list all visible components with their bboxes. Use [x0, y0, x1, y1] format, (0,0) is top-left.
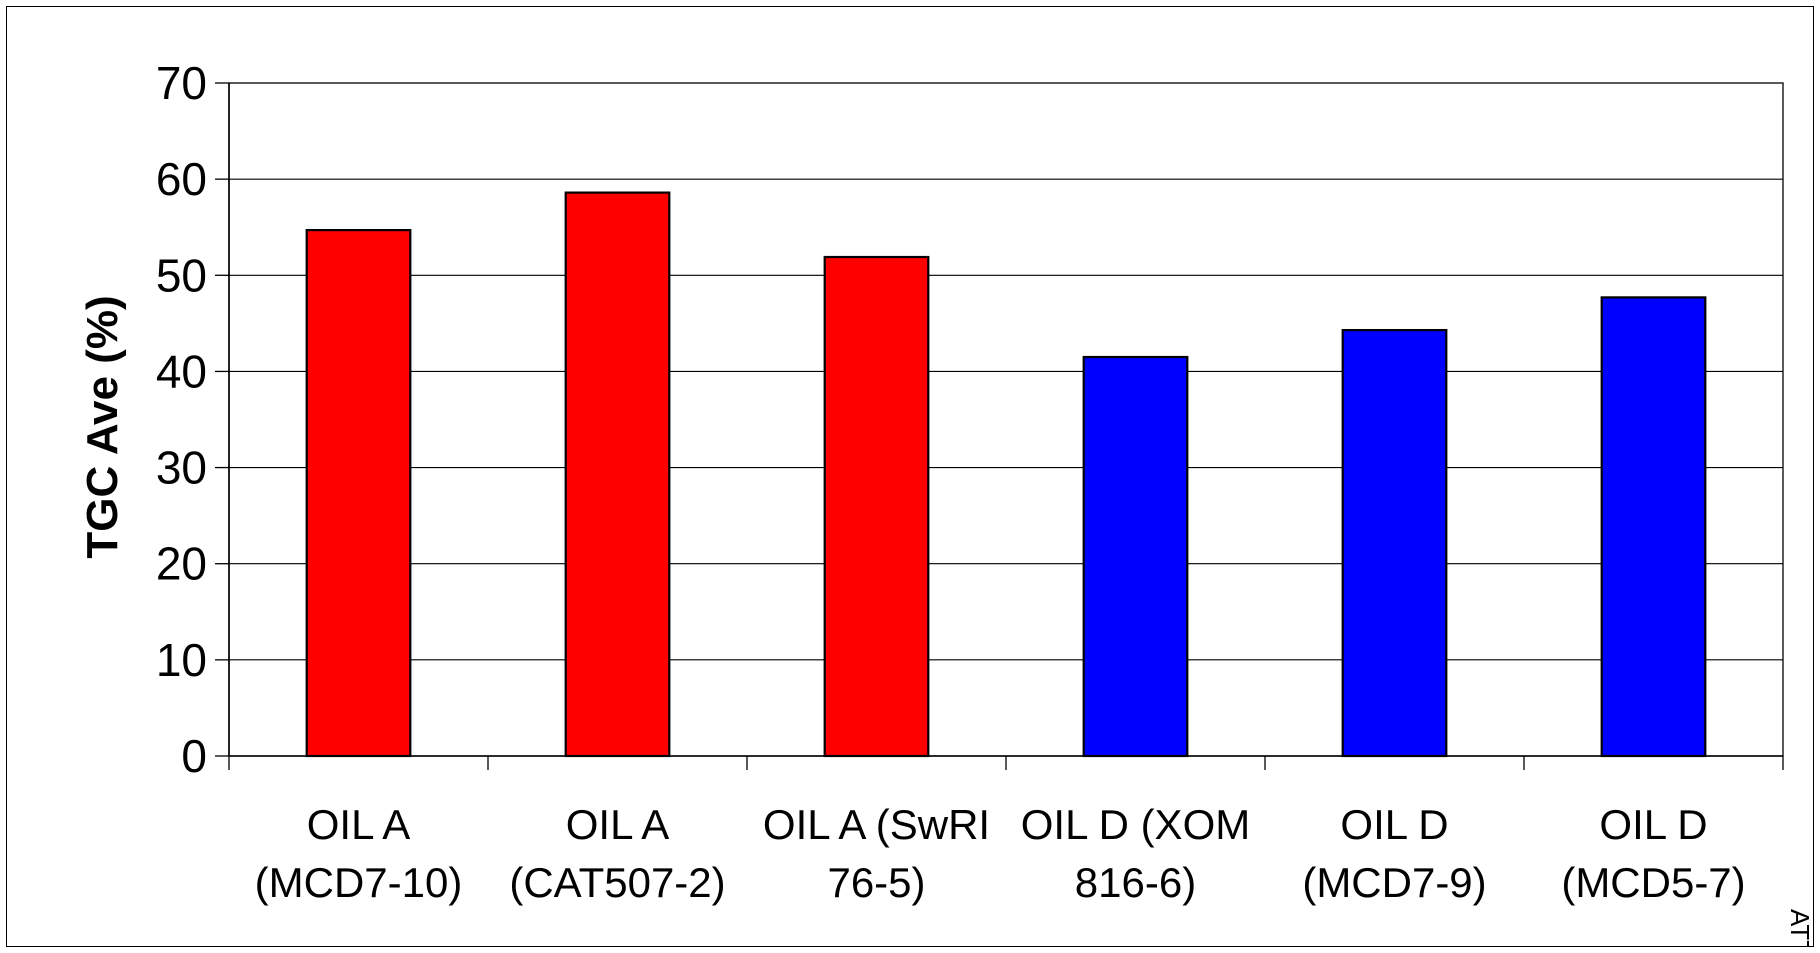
x-category-label-line: 76-5) [827, 859, 925, 906]
bar [1600, 296, 1707, 758]
plot-area-border [228, 82, 1784, 757]
y-tick-label: 50 [156, 249, 207, 301]
bar-chart: 0 10 20 30 40 50 60 70 OIL A (MCD7-10) OIL A (CAT50… [78, 57, 1814, 947]
y-tick-label: 40 [156, 345, 207, 397]
gridlines [228, 82, 1784, 757]
bar [1341, 328, 1448, 758]
bar [564, 191, 671, 758]
x-category-label: OIL D (MCD5-7) [1561, 801, 1745, 906]
bar [305, 228, 412, 758]
y-tick-label: 30 [156, 442, 207, 494]
x-category-label-line: (MCD7-10) [255, 859, 463, 906]
x-category-label-line: OIL D [1599, 801, 1707, 848]
labels: 0 10 20 30 40 50 60 70 OIL A (MCD7-10) OIL A (CAT50… [156, 57, 1746, 906]
x-category-label-line: (MCD5-7) [1561, 859, 1745, 906]
y-tick-label: 60 [156, 153, 207, 205]
bars [305, 191, 1707, 758]
x-category-label-line: (MCD7-9) [1302, 859, 1486, 906]
y-tick-label: 70 [156, 57, 207, 109]
x-category-label-line: OIL D (XOM [1021, 801, 1250, 848]
x-category-label-line: OIL A (SwRI [763, 801, 990, 848]
x-category-label: OIL A (MCD7-10) [255, 801, 463, 906]
y-tick-label: 20 [156, 538, 207, 590]
side-stamp-text: ATTA [1785, 909, 1814, 947]
axes [215, 82, 1784, 770]
x-category-label: OIL D (MCD7-9) [1302, 801, 1486, 906]
x-category-label: OIL A (SwRI 76-5) [763, 801, 990, 906]
x-category-label-line: 816-6) [1075, 859, 1196, 906]
bar [823, 255, 930, 758]
y-tick-label: 0 [181, 730, 207, 782]
bar [1082, 355, 1189, 758]
x-category-label-line: (CAT507-2) [509, 859, 725, 906]
x-category-label-line: OIL A [566, 801, 670, 848]
x-category-label: OIL A (CAT507-2) [509, 801, 725, 906]
x-category-label-line: OIL D [1340, 801, 1448, 848]
x-category-label: OIL D (XOM 816-6) [1021, 801, 1250, 906]
y-axis-title: TGC Ave (%) [78, 295, 127, 558]
chart-frame: 0 10 20 30 40 50 60 70 OIL A (MCD7-10) OIL A (CAT50… [6, 6, 1814, 947]
y-tick-label: 10 [156, 634, 207, 686]
x-category-label-line: OIL A [307, 801, 411, 848]
